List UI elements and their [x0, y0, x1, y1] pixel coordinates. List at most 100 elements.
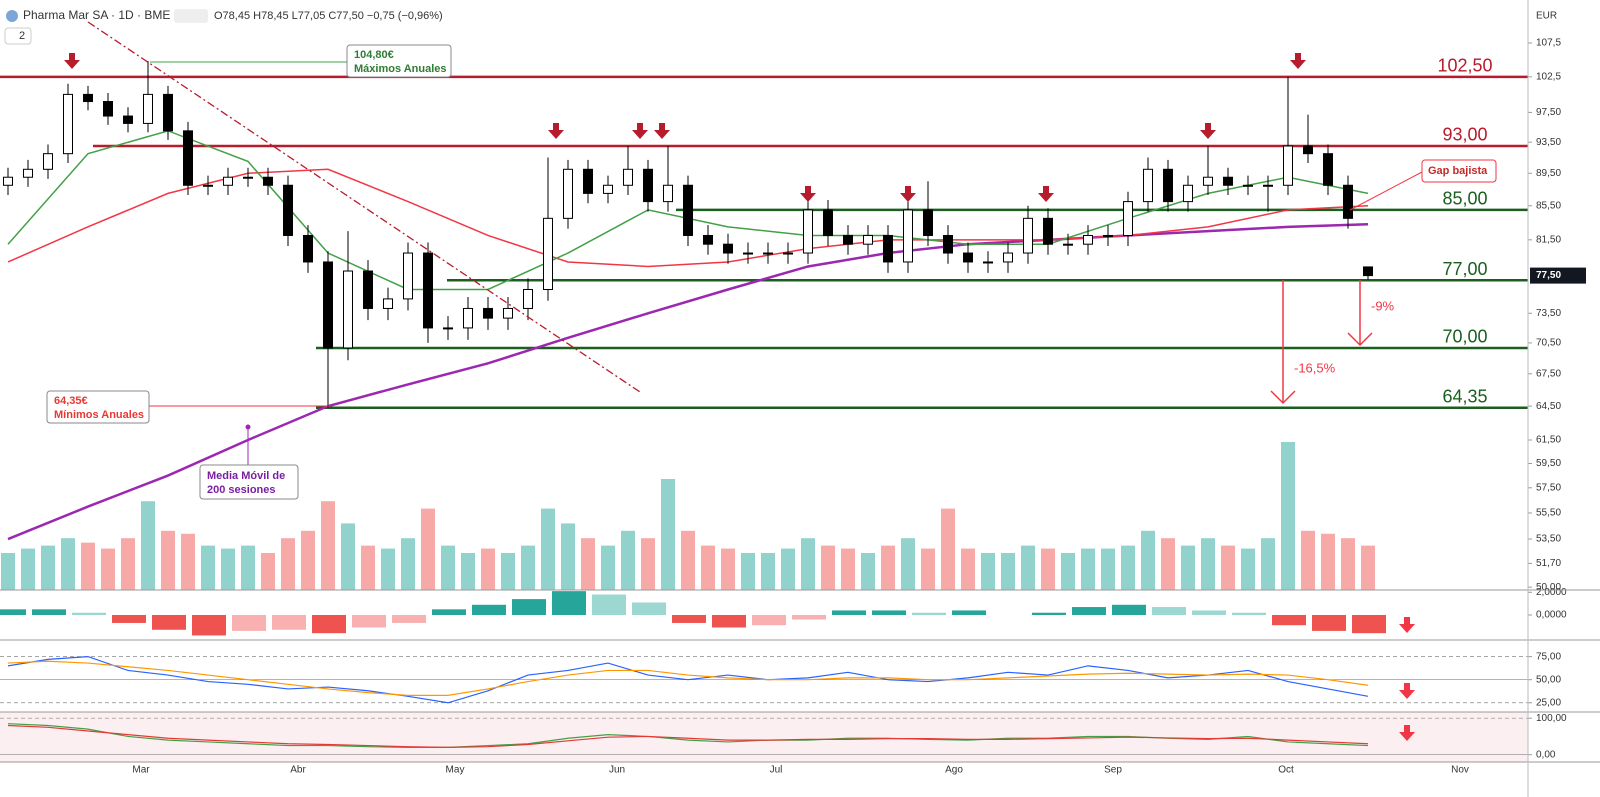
candle-body	[1123, 201, 1133, 236]
x-tick-label: Ago	[945, 765, 963, 776]
indicator-line	[7, 660, 1369, 696]
symbol-title: Pharma Mar SA · 1D · BME	[23, 8, 170, 22]
histogram-bar	[432, 609, 466, 615]
measure-head	[1347, 332, 1373, 347]
histogram-bar	[152, 615, 186, 630]
histogram-bar	[1312, 615, 1346, 631]
candle-body	[1223, 176, 1233, 186]
x-tick-label: Jun	[609, 765, 625, 776]
candle-body	[1303, 145, 1313, 155]
volume-bar	[301, 530, 315, 590]
gap-text: Gap bajista	[1428, 165, 1488, 177]
volume-bar	[361, 545, 375, 590]
volume-bar	[881, 545, 895, 590]
histogram-bar	[792, 615, 826, 620]
callout-box	[1421, 159, 1497, 183]
volume-bar	[501, 553, 515, 590]
y-tick-label: 57,50	[1536, 482, 1561, 493]
candle-body	[1163, 168, 1173, 203]
y-tick-label: 0,00	[1536, 749, 1556, 760]
histogram-bar	[1272, 615, 1306, 626]
volume-bar	[241, 545, 255, 590]
candle-body	[1203, 176, 1213, 186]
candle-body	[103, 101, 113, 117]
volume-bar	[701, 545, 715, 590]
candle-body	[823, 209, 833, 236]
candle-body	[1243, 184, 1253, 187]
volume-bar	[721, 548, 735, 590]
candle-body	[1263, 184, 1273, 187]
volume-bar	[1321, 533, 1335, 590]
ohlc-label: O78,45 H78,45 L77,05 C77,50 −0,75 (−0,96…	[214, 10, 443, 22]
logo	[6, 10, 18, 22]
volume-bar	[841, 548, 855, 590]
volume-bar	[1061, 553, 1075, 590]
candle-body	[1343, 184, 1353, 219]
histogram-bar	[0, 609, 26, 615]
volume-bar	[1361, 545, 1375, 590]
volume-bar	[1041, 548, 1055, 590]
candle-body	[83, 93, 93, 103]
y-tick-label: 55,50	[1536, 508, 1561, 519]
volume-bar	[81, 542, 95, 590]
candle-body	[323, 261, 333, 349]
candle-body	[783, 252, 793, 255]
volume-bar	[1141, 530, 1155, 590]
candle-body	[903, 209, 913, 263]
volume-bar	[661, 479, 675, 590]
callout-box	[346, 44, 452, 78]
y-tick-label: 73,50	[1536, 308, 1561, 319]
volume-bar	[61, 538, 75, 590]
candle-body	[343, 270, 353, 349]
candle-body	[1363, 266, 1373, 277]
histogram-bar	[1112, 604, 1146, 615]
volume-bar	[101, 548, 115, 590]
candle-body	[263, 176, 273, 186]
x-tick-label: Mar	[132, 765, 150, 776]
volume-bar	[41, 545, 55, 590]
candle-body	[963, 252, 973, 263]
histogram-bar	[912, 612, 946, 615]
volume-bar	[461, 553, 475, 590]
volume-bar	[1341, 538, 1355, 590]
candle-body	[583, 168, 593, 194]
volume-bar	[761, 553, 775, 590]
y-tick-label: 50,00	[1536, 674, 1561, 685]
candle-body	[563, 168, 573, 219]
ma-text: Media Móvil de	[207, 470, 285, 482]
volume-bar	[1201, 538, 1215, 590]
candle-body	[23, 168, 33, 178]
x-tick-label: Nov	[1451, 765, 1469, 776]
volume-bar	[441, 545, 455, 590]
moving-average	[7, 168, 1369, 268]
x-tick-label: Sep	[1104, 765, 1122, 776]
candle-body	[943, 234, 953, 254]
candle-body	[1323, 153, 1333, 186]
candle-body	[483, 307, 493, 319]
histogram-bar	[1072, 607, 1106, 615]
callout-dot	[245, 424, 251, 430]
candle-body	[243, 176, 253, 179]
volume-bar	[121, 538, 135, 590]
level-label: 70,00	[1442, 327, 1487, 347]
callout-box	[46, 390, 150, 424]
min-price: 64,35€	[54, 395, 88, 407]
indicator-toggle[interactable]	[4, 27, 32, 45]
volume-bar	[581, 538, 595, 590]
histogram-bar	[392, 615, 426, 623]
drop-small: -9%	[1371, 298, 1395, 313]
candle-body	[303, 234, 313, 263]
y-tick-label: 61,50	[1536, 435, 1561, 446]
histogram-bar	[592, 594, 626, 615]
candle-body	[1283, 145, 1293, 186]
candle-body	[1103, 234, 1113, 237]
y-tick-label: 70,50	[1536, 338, 1561, 349]
candle-body	[1003, 252, 1013, 263]
candle-body	[703, 234, 713, 245]
candle-body	[463, 307, 473, 329]
volume-bar	[1301, 530, 1315, 590]
max-text: Máximos Anuales	[354, 63, 447, 75]
volume-bar	[601, 545, 615, 590]
indicator-count: 2	[19, 30, 25, 42]
volume-bar	[1001, 553, 1015, 590]
